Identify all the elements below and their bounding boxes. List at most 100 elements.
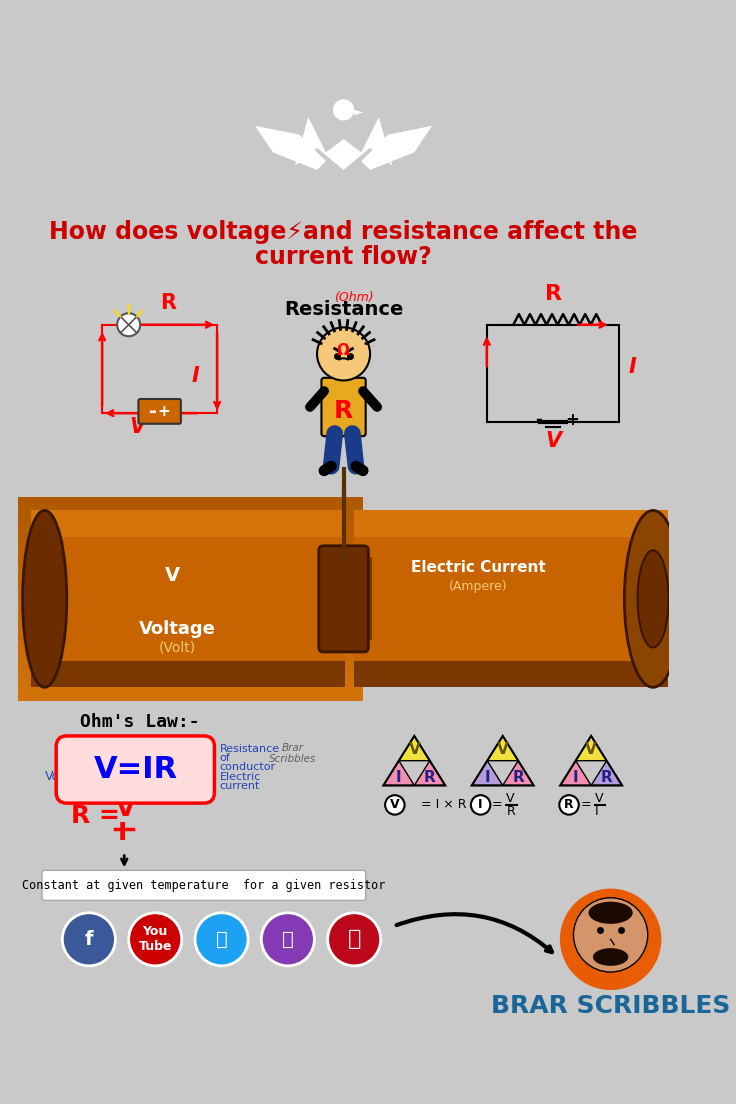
Bar <box>358 574 359 625</box>
Bar <box>370 558 372 640</box>
Text: Resistance: Resistance <box>220 744 280 754</box>
Bar <box>32 510 345 537</box>
Text: I: I <box>191 367 199 386</box>
Bar <box>32 661 345 688</box>
Bar <box>344 588 345 611</box>
Bar <box>18 528 363 538</box>
Text: R: R <box>565 798 574 811</box>
Text: V: V <box>166 566 180 585</box>
Text: (Volt): (Volt) <box>159 641 196 655</box>
Text: I: I <box>478 798 483 811</box>
Polygon shape <box>503 761 534 785</box>
Bar <box>18 548 363 559</box>
Text: BRAR SCRIBBLES: BRAR SCRIBBLES <box>491 994 730 1018</box>
Text: V: V <box>595 793 604 805</box>
Circle shape <box>328 913 381 966</box>
Text: Resistance: Resistance <box>284 300 403 319</box>
Bar <box>18 680 363 690</box>
Bar <box>350 583 353 615</box>
Bar <box>349 585 350 612</box>
FancyBboxPatch shape <box>56 736 214 803</box>
Bar <box>340 583 342 615</box>
Bar <box>18 598 363 609</box>
Bar <box>18 518 363 528</box>
Text: conductor: conductor <box>220 762 276 772</box>
Text: V: V <box>506 793 514 805</box>
Bar <box>328 567 330 631</box>
Bar <box>18 559 363 569</box>
Bar <box>326 564 328 634</box>
Polygon shape <box>354 110 363 115</box>
FancyBboxPatch shape <box>322 378 366 436</box>
Polygon shape <box>383 761 414 785</box>
Text: V: V <box>497 742 509 757</box>
Text: R: R <box>160 293 177 312</box>
Text: I: I <box>484 769 490 785</box>
Bar <box>319 554 321 644</box>
Text: How does voltage⚡and resistance affect the: How does voltage⚡and resistance affect t… <box>49 220 638 244</box>
Text: Ohm's Law:-: Ohm's Law:- <box>80 713 199 731</box>
Bar <box>330 569 331 629</box>
FancyBboxPatch shape <box>138 399 181 424</box>
Circle shape <box>129 913 182 966</box>
Text: (Ampere): (Ampere) <box>449 580 507 593</box>
FancyBboxPatch shape <box>42 870 366 901</box>
Polygon shape <box>399 736 430 761</box>
Bar <box>18 650 363 660</box>
Text: R: R <box>601 769 612 785</box>
Bar <box>324 562 326 636</box>
Text: Brar
Scribbles: Brar Scribbles <box>269 743 316 764</box>
Circle shape <box>559 795 578 815</box>
Circle shape <box>471 795 490 815</box>
Bar <box>336 578 339 619</box>
Bar <box>18 497 363 508</box>
Text: of: of <box>220 753 230 763</box>
Circle shape <box>117 314 140 337</box>
Bar <box>345 590 347 607</box>
Text: f: f <box>85 930 93 948</box>
Polygon shape <box>255 126 326 170</box>
Polygon shape <box>295 117 392 170</box>
Bar <box>18 639 363 650</box>
Polygon shape <box>361 126 432 170</box>
Text: R =: R = <box>71 804 129 828</box>
Bar <box>18 508 363 518</box>
Text: V: V <box>408 742 420 757</box>
Bar <box>342 585 344 612</box>
Polygon shape <box>591 761 622 785</box>
Polygon shape <box>576 736 606 761</box>
Text: =: = <box>581 798 591 811</box>
Bar <box>367 562 368 636</box>
Bar <box>363 567 365 631</box>
Polygon shape <box>560 761 591 785</box>
Circle shape <box>333 99 354 120</box>
Text: +: + <box>565 411 579 428</box>
Circle shape <box>317 328 370 381</box>
Polygon shape <box>472 761 503 785</box>
Circle shape <box>261 913 314 966</box>
Circle shape <box>195 913 248 966</box>
Text: Constant at given temperature  for a given resistor: Constant at given temperature for a give… <box>22 879 386 892</box>
Circle shape <box>63 913 116 966</box>
Bar <box>335 576 336 622</box>
Polygon shape <box>414 761 445 785</box>
Bar <box>361 569 363 629</box>
Bar <box>333 574 335 625</box>
Text: 📷: 📷 <box>282 930 294 948</box>
Bar <box>354 661 668 688</box>
Bar <box>356 576 358 622</box>
Circle shape <box>385 795 405 815</box>
Text: Voltage: Voltage <box>139 620 216 638</box>
Text: R: R <box>506 806 515 818</box>
Text: I: I <box>595 806 598 818</box>
Text: V: V <box>545 431 561 450</box>
Bar <box>354 510 668 688</box>
Bar <box>353 581 354 617</box>
Text: +: + <box>158 404 171 418</box>
FancyBboxPatch shape <box>319 545 368 652</box>
Text: V: V <box>390 798 400 811</box>
Bar <box>354 510 668 537</box>
Text: -: - <box>536 411 542 428</box>
Bar <box>18 578 363 588</box>
Text: current flow?: current flow? <box>255 245 432 268</box>
